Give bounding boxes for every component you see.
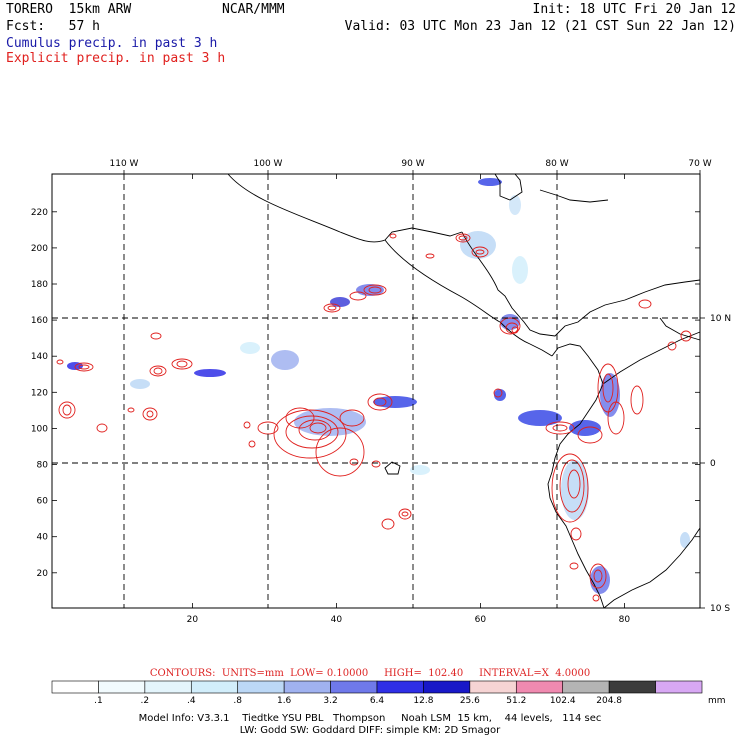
legend-swatch (190, 680, 239, 694)
axis-tick-labels: 220 200 180 160 140 120 100 80 60 40 20 20 40 60 80 100… (31, 159, 731, 625)
x-tick-label: 40 (331, 615, 343, 625)
y-tick-label: 160 (31, 316, 48, 326)
coastlines (227, 173, 701, 609)
longitude-label: 110 W (110, 159, 139, 169)
legend-swatch (562, 680, 610, 694)
y-tick-label: 180 (31, 280, 48, 290)
y-tick-label: 40 (37, 533, 49, 543)
y-tick-label: 80 (37, 461, 49, 471)
axis-ticks (52, 170, 705, 609)
legend-swatch (469, 680, 517, 694)
y-tick-label: 20 (37, 569, 49, 579)
legend-swatch (330, 680, 378, 694)
y-tick-label: 140 (31, 352, 48, 362)
legend-swatch (515, 680, 564, 694)
organization-label: NCAR/MMM (222, 2, 285, 17)
legend-swatch (237, 680, 285, 694)
longitude-label: 100 W (254, 159, 283, 169)
legend-label: 1.6 (277, 696, 292, 706)
legend-label: 25.6 (460, 696, 480, 706)
x-tick-label: 60 (475, 615, 487, 625)
longitude-label: 80 W (545, 159, 568, 169)
legend-label: 204.8 (596, 696, 622, 706)
legend-swatch (655, 680, 703, 694)
explicit-precip-label: Explicit precip. in past 3 h (6, 51, 226, 66)
model-info-line1: Model Info: V3.3.1 Tiedtke YSU PBL Thomp… (138, 713, 602, 724)
legend-unit: mm (708, 696, 726, 706)
legend-label: 102.4 (550, 696, 576, 706)
model-info-line2: LW: Godd SW: Goddard DIFF: simple KM: 2D… (239, 725, 501, 736)
cumulus-precip-label: Cumulus precip. in past 3 h (6, 36, 218, 51)
forecast-hour: Fcst: 57 h (6, 19, 100, 34)
latitude-label: 0 (710, 459, 716, 469)
y-tick-label: 220 (31, 208, 48, 218)
latitude-label: 10 S (710, 604, 730, 614)
longitude-label: 70 W (688, 159, 711, 169)
legend-swatch (98, 680, 146, 694)
legend-label: 3.2 (323, 696, 337, 706)
y-tick-label: 60 (37, 497, 49, 507)
legend-bar: .1 .2 .4 .8 1.6 3.2 6.4 12.8 25.6 51.2 102.4 204.8 m… (51, 680, 726, 706)
x-tick-label: 20 (187, 615, 199, 625)
valid-time: Valid: 03 UTC Mon 23 Jan 12 (21 CST Sun … (344, 19, 736, 34)
explicit-precip-contours (56, 233, 692, 602)
legend-swatch (608, 680, 656, 694)
graticule (52, 174, 700, 608)
legend-swatch (376, 680, 424, 694)
legend-label: .4 (187, 696, 196, 706)
contour-info: CONTOURS: UNITS=mm LOW= 0.10000 HIGH= 10… (149, 668, 591, 679)
legend-swatch (51, 680, 99, 694)
map-frame (51, 173, 701, 609)
legend-swatch (423, 680, 471, 694)
init-time: Init: 18 UTC Fri 20 Jan 12 (532, 2, 737, 17)
y-tick-label: 120 (31, 388, 48, 398)
y-tick-label: 100 (31, 424, 48, 434)
legend-swatch (283, 680, 331, 694)
y-tick-label: 200 (31, 244, 48, 254)
legend-label: .1 (94, 696, 103, 706)
legend-label: 12.8 (413, 696, 433, 706)
model-title: TORERO 15km ARW (6, 2, 132, 17)
legend-label: .8 (233, 696, 242, 706)
legend-label: 51.2 (506, 696, 526, 706)
longitude-label: 90 W (401, 159, 424, 169)
latitude-label: 10 N (710, 314, 731, 324)
legend-label: 6.4 (370, 696, 385, 706)
legend-label: .2 (141, 696, 150, 706)
legend-swatch (144, 680, 192, 694)
x-tick-label: 80 (619, 615, 631, 625)
